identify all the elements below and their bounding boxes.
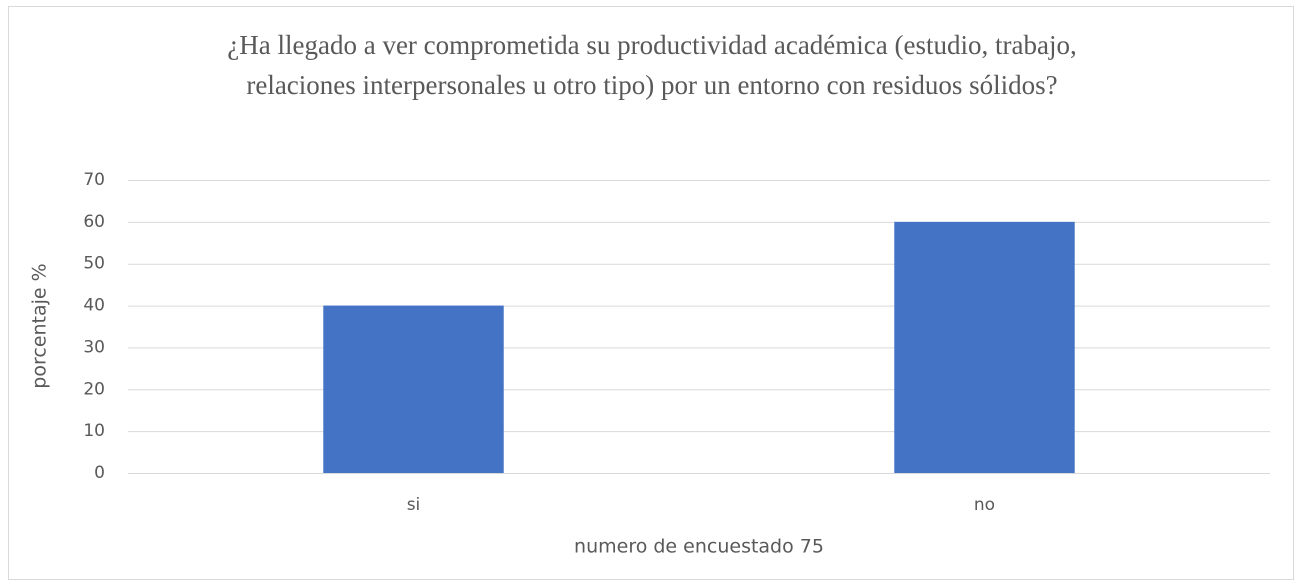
chart-title: relaciones interpersonales u otro tipo) … <box>246 70 1057 100</box>
chart-border <box>8 6 1294 580</box>
bar <box>323 305 504 473</box>
y-tick-label: 0 <box>94 463 105 483</box>
y-tick-label: 20 <box>83 379 105 399</box>
x-tick-label: si <box>407 495 421 515</box>
y-tick-label: 10 <box>83 421 105 441</box>
y-tick-label: 30 <box>83 337 105 357</box>
chart-title: ¿Ha llegado a ver comprometida su produc… <box>227 30 1076 60</box>
bar <box>894 221 1075 473</box>
y-axis-title: porcentaje % <box>29 263 51 388</box>
x-tick-label: no <box>974 495 995 515</box>
x-axis-title: numero de encuestado 75 <box>574 536 824 558</box>
y-tick-label: 70 <box>83 170 105 190</box>
y-tick-label: 50 <box>83 254 105 274</box>
y-tick-label: 60 <box>83 212 105 232</box>
y-tick-label: 40 <box>83 296 105 316</box>
